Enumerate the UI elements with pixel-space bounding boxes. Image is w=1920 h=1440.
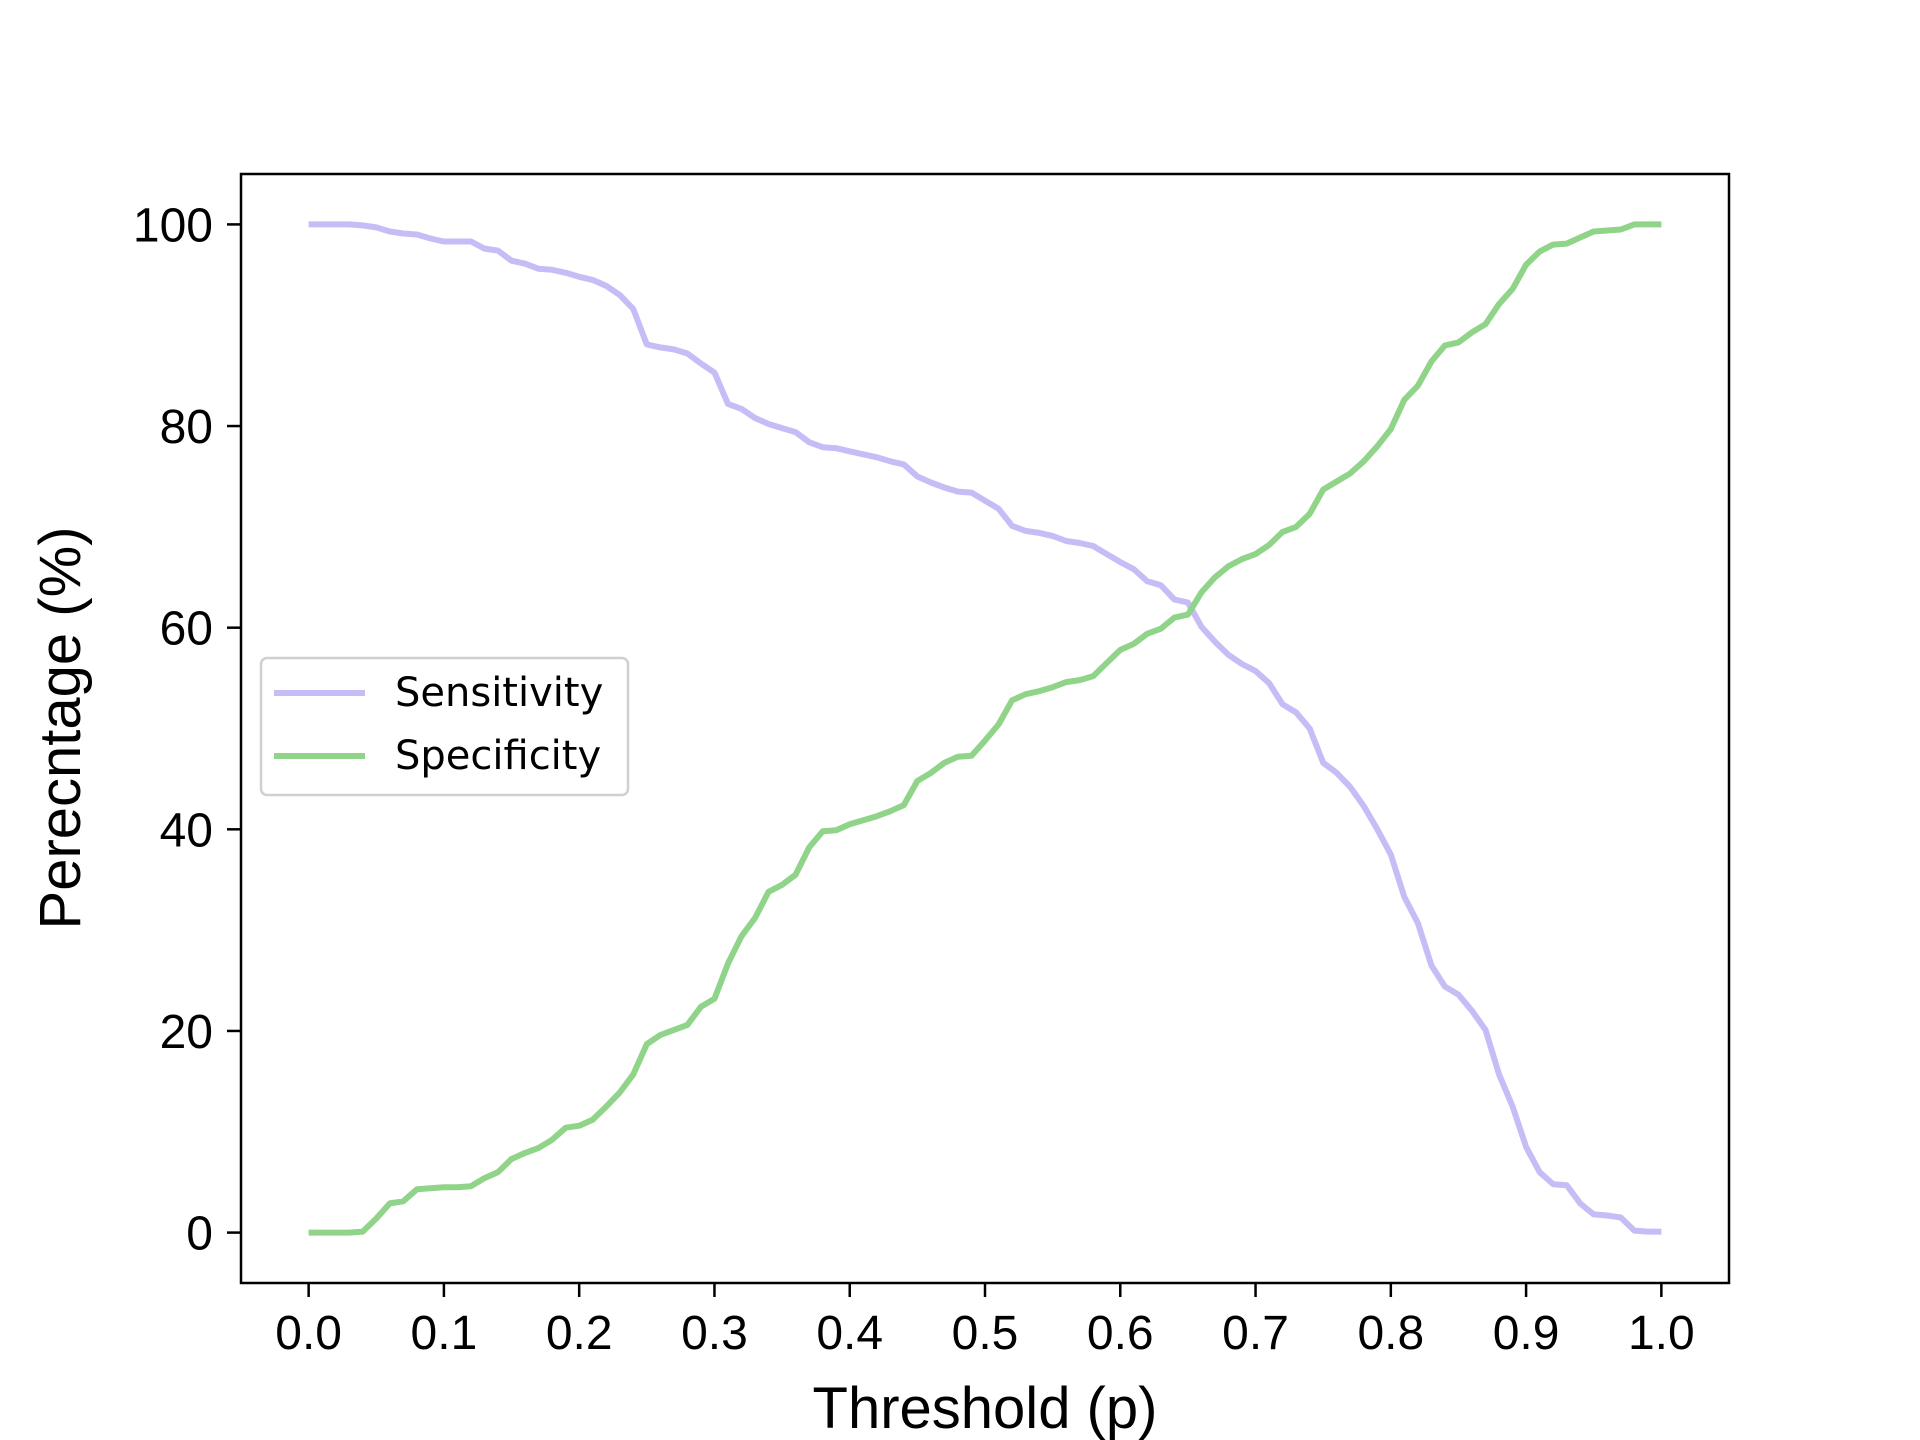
- x-axis-title: Threshold (p): [813, 1376, 1158, 1440]
- series-line-sensitivity: [308, 221, 1662, 1235]
- y-tick-label: 0: [186, 1208, 213, 1261]
- x-tick-label: 0.8: [1357, 1307, 1424, 1360]
- y-tick-label: 100: [133, 199, 213, 252]
- x-tick-label: 0.0: [275, 1307, 342, 1360]
- series-layer: [308, 221, 1662, 1236]
- x-tick-label: 0.4: [816, 1307, 883, 1360]
- series-line-specificity: [308, 221, 1662, 1236]
- x-tick-label: 0.7: [1222, 1307, 1289, 1360]
- y-tick-label: 40: [160, 804, 213, 857]
- x-tick-label: 0.9: [1493, 1307, 1560, 1360]
- x-tick-label: 1.0: [1628, 1307, 1695, 1360]
- x-tick-label: 0.6: [1087, 1307, 1154, 1360]
- y-tick-label: 80: [160, 401, 213, 454]
- x-tick-label: 0.5: [952, 1307, 1019, 1360]
- y-tick-label: 60: [160, 603, 213, 656]
- legend: Sensitivity Specificity: [259, 656, 630, 797]
- y-axis: 0 20 40 60 80 100: [133, 199, 241, 1261]
- y-tick-label: 20: [160, 1006, 213, 1059]
- legend-label-sensitivity: Sensitivity: [395, 670, 603, 716]
- x-tick-label: 0.3: [681, 1307, 748, 1360]
- y-axis-title: Perecntage (%): [28, 527, 93, 930]
- x-tick-label: 0.2: [546, 1307, 613, 1360]
- x-tick-label: 0.1: [411, 1307, 478, 1360]
- x-axis: 0.0 0.1 0.2 0.3 0.4 0.5 0.6 0.7 0.8 0.9 1.0: [275, 1283, 1695, 1360]
- legend-label-specificity: Specificity: [395, 733, 601, 779]
